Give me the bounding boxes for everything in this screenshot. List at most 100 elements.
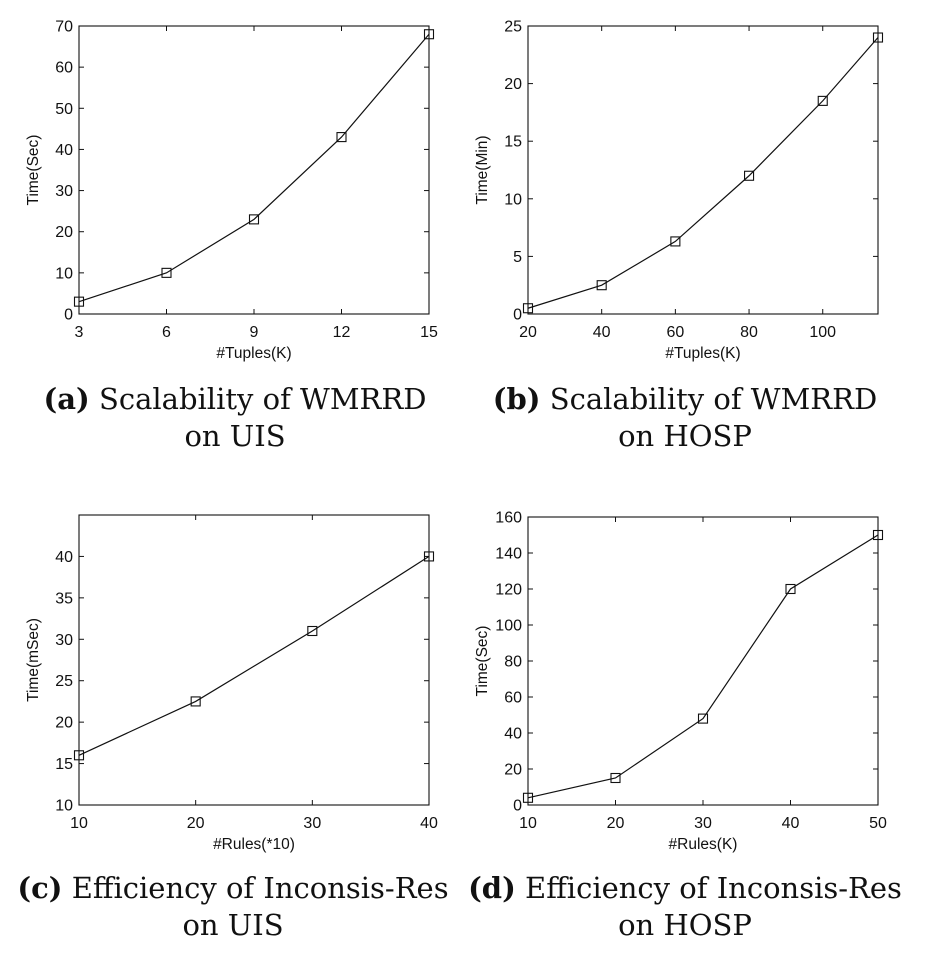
chart-a-y-tick-label: 10 xyxy=(55,265,73,282)
chart-c-x-tick-label: 30 xyxy=(303,815,321,832)
chart-d-y-tick-label: 140 xyxy=(495,546,522,563)
chart-d-plot-frame xyxy=(527,516,879,806)
chart-d-data-point xyxy=(610,772,621,784)
chart-b-data-point xyxy=(817,95,828,106)
chart-d-y-tick-label: 20 xyxy=(504,762,522,779)
chart-b-data-point xyxy=(872,32,884,43)
chart-c-caption-line1: (c) Efficiency of Inconsis-Res xyxy=(0,870,468,907)
chart-c-y-tick-label: 20 xyxy=(55,715,73,732)
chart-b-series-line xyxy=(527,37,879,309)
chart-a-data-point xyxy=(248,214,260,225)
chart-b-caption: (b) Scalability of WMRRD on HOSP xyxy=(450,381,920,455)
chart-a-x-tick-label: 15 xyxy=(420,324,438,341)
chart-a-plot-frame xyxy=(78,25,430,315)
chart-a-caption: (a) Scalability of WMRRD on UIS xyxy=(0,381,470,455)
chart-a-data-point xyxy=(73,296,85,307)
chart-d-data-point xyxy=(785,583,796,595)
chart-d-caption: (d) Efficiency of Inconsis-Res on HOSP xyxy=(450,870,920,944)
chart-d-x-axis-title: #Rules(K) xyxy=(669,836,738,853)
chart-a-x-tick-label: 9 xyxy=(250,324,259,341)
chart-c-svg: 10 20 30 40 10 15 20 25 30 35 40 #Rules(*10) Time(mS… xyxy=(25,514,438,853)
chart-a-y-tick-label: 20 xyxy=(55,224,73,241)
chart-a-svg: 3 6 9 12 15 0 10 20 30 40 50 60 70 #Tuples(K) Time(Sec… xyxy=(25,19,438,363)
chart-b-data-point xyxy=(522,303,534,314)
chart-a-caption-tag: (a) xyxy=(43,382,90,416)
chart-c-plot-frame xyxy=(78,514,430,806)
chart-b-svg: 20 40 60 80 100 0 5 10 15 20 25 #Tuples(K) Time(Min) xyxy=(474,19,884,362)
chart-c-y-tick-label: 40 xyxy=(55,549,73,566)
chart-a-x-tick-label: 3 xyxy=(75,324,84,341)
chart-a-y-tick-label: 60 xyxy=(55,60,73,77)
chart-c-x-axis-title: #Rules(*10) xyxy=(213,836,295,853)
chart-a-y-tick-label: 70 xyxy=(55,19,73,36)
chart-c-data-point xyxy=(190,696,201,707)
chart-b-x-tick-label: 80 xyxy=(740,324,758,341)
chart-panel-b: 20 40 60 80 100 0 5 10 15 20 25 #Tuples(K) Time(Min) xyxy=(470,0,941,380)
chart-a-y-axis-title: Time(Sec) xyxy=(25,135,42,206)
chart-d-y-tick-label: 160 xyxy=(495,510,522,527)
chart-d-data-point xyxy=(872,529,884,541)
chart-d-x-tick-label: 10 xyxy=(519,815,537,832)
chart-b-caption-line2: on HOSP xyxy=(618,419,752,453)
chart-a-caption-text: Scalability of WMRRD xyxy=(99,382,427,416)
chart-d-data-point xyxy=(522,792,534,803)
chart-panel-c: 10 20 30 40 10 15 20 25 30 35 40 #Rules(*10) Time(mS… xyxy=(0,495,470,865)
chart-d-caption-tag: (d) xyxy=(468,871,516,905)
chart-d-data-point xyxy=(697,713,709,724)
chart-c-series-line xyxy=(78,555,430,756)
chart-a-caption-line1: (a) Scalability of WMRRD xyxy=(0,381,470,418)
chart-a-series-line xyxy=(78,33,430,303)
chart-c-x-tick-label: 10 xyxy=(70,815,88,832)
chart-d-y-tick-label: 80 xyxy=(504,654,522,671)
chart-a-x-tick-label: 12 xyxy=(333,324,351,341)
chart-panel-a: 3 6 9 12 15 0 10 20 30 40 50 60 70 #Tuples(K) Time(Sec… xyxy=(0,0,470,380)
chart-c-y-tick-label: 35 xyxy=(55,590,73,607)
chart-b-y-axis-title: Time(Min) xyxy=(474,135,491,204)
chart-c-data-point xyxy=(307,625,318,637)
chart-b-y-tick-label: 10 xyxy=(504,191,522,208)
chart-b-x-tick-label: 60 xyxy=(666,324,684,341)
chart-b-caption-line1: (b) Scalability of WMRRD xyxy=(450,381,920,418)
chart-b-x-tick-label: 20 xyxy=(519,324,537,341)
chart-d-y-axis-title: Time(Sec) xyxy=(474,626,491,697)
chart-d-y-tick-label: 120 xyxy=(495,582,522,599)
chart-a-data-point xyxy=(336,132,347,143)
chart-a-data-point xyxy=(423,29,435,40)
chart-c-y-tick-label: 30 xyxy=(55,632,73,649)
chart-d-caption-line2: on HOSP xyxy=(618,908,752,942)
chart-d-caption-line1: (d) Efficiency of Inconsis-Res xyxy=(450,870,920,907)
chart-b-y-tick-label: 0 xyxy=(513,307,522,324)
chart-a-x-tick-label: 6 xyxy=(162,324,171,341)
chart-a-y-tick-label: 30 xyxy=(55,183,73,200)
chart-d-y-tick-label: 40 xyxy=(504,726,522,743)
chart-b-x-tick-label: 100 xyxy=(809,324,836,341)
chart-c-caption: (c) Efficiency of Inconsis-Res on UIS xyxy=(0,870,468,944)
chart-b-x-tick-label: 40 xyxy=(593,324,611,341)
chart-a-y-tick-label: 50 xyxy=(55,101,73,118)
chart-a-caption-line2: on UIS xyxy=(184,419,286,453)
chart-c-data-point xyxy=(423,551,435,562)
chart-a-y-tick-label: 40 xyxy=(55,142,73,159)
chart-c-y-tick-label: 25 xyxy=(55,673,73,690)
chart-d-y-tick-label: 100 xyxy=(495,618,522,635)
chart-b-caption-tag: (b) xyxy=(492,382,541,416)
chart-d-x-tick-label: 30 xyxy=(694,815,712,832)
chart-c-caption-line2: on UIS xyxy=(182,908,284,942)
chart-b-data-point xyxy=(744,170,755,181)
chart-c-y-tick-label: 15 xyxy=(55,756,73,773)
chart-c-data-point xyxy=(73,750,85,761)
chart-c-caption-tag: (c) xyxy=(17,871,63,905)
chart-d-y-tick-label: 60 xyxy=(504,690,522,707)
chart-b-caption-text: Scalability of WMRRD xyxy=(549,382,878,416)
chart-d-y-tick-label: 0 xyxy=(513,798,522,815)
chart-panel-d: 10 20 30 40 50 0 20 40 60 80 100 120 140 160 #Rules(K)… xyxy=(470,495,941,865)
chart-a-y-tick-label: 0 xyxy=(64,307,73,324)
chart-d-x-tick-label: 50 xyxy=(869,815,887,832)
chart-b-data-point xyxy=(596,280,607,291)
chart-d-x-tick-label: 40 xyxy=(782,815,800,832)
chart-c-x-tick-label: 40 xyxy=(420,815,438,832)
chart-b-y-tick-label: 25 xyxy=(504,19,522,36)
chart-c-x-tick-label: 20 xyxy=(187,815,205,832)
chart-d-series-line xyxy=(527,534,879,799)
chart-b-y-tick-label: 15 xyxy=(504,134,522,151)
